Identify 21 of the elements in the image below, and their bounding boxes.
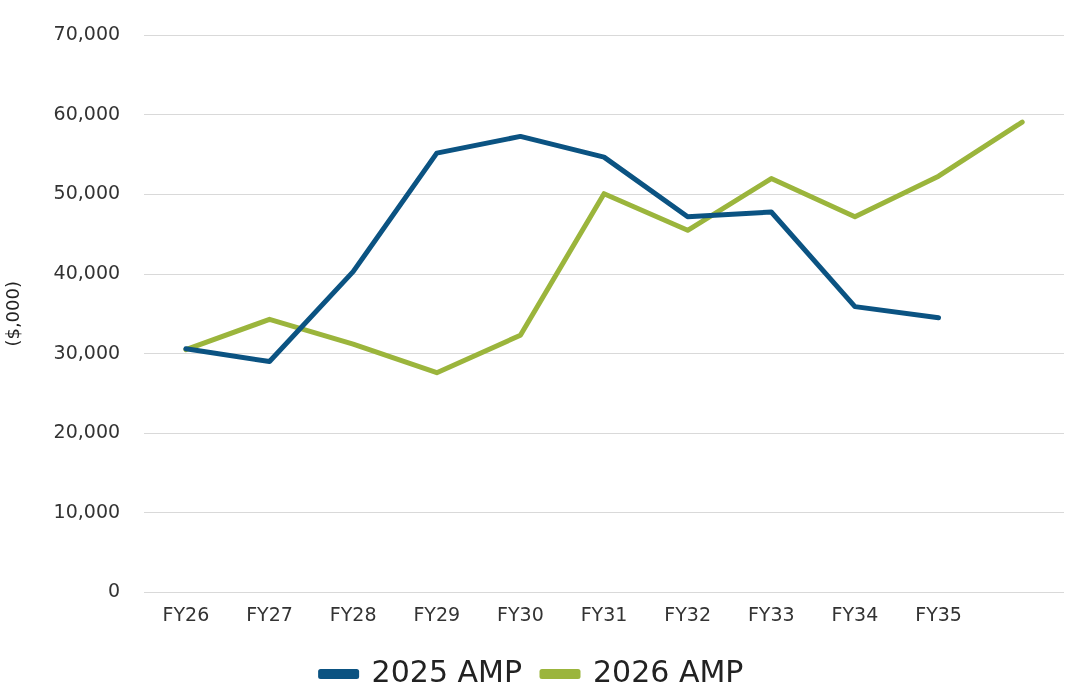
legend-label: 2025 AMP — [371, 653, 523, 689]
x-tick-label: FY33 — [747, 602, 795, 625]
y-tick-label: 40,000 — [53, 260, 121, 283]
x-tick-label: FY35 — [915, 602, 962, 625]
y-axis-title: ($,000) — [2, 281, 24, 347]
x-tick-label: FY30 — [497, 602, 544, 625]
y-tick-label: 60,000 — [53, 101, 121, 124]
x-tick-label: FY32 — [664, 602, 712, 625]
x-tick-label: FY28 — [329, 602, 377, 625]
x-tick-label: FY29 — [413, 602, 461, 625]
y-tick-label: 20,000 — [53, 420, 121, 443]
x-tick-label: FY27 — [246, 602, 293, 625]
x-tick-label: FY26 — [162, 602, 210, 625]
x-tick-label: FY31 — [580, 602, 628, 625]
y-tick-label: 30,000 — [53, 340, 121, 363]
y-tick-label: 10,000 — [53, 499, 121, 522]
y-tick-label: 70,000 — [53, 22, 121, 45]
y-tick-label: 0 — [107, 579, 121, 602]
x-tick-label: FY34 — [831, 602, 879, 625]
y-tick-label: 50,000 — [53, 181, 121, 204]
legend-label: 2026 AMP — [593, 653, 744, 689]
